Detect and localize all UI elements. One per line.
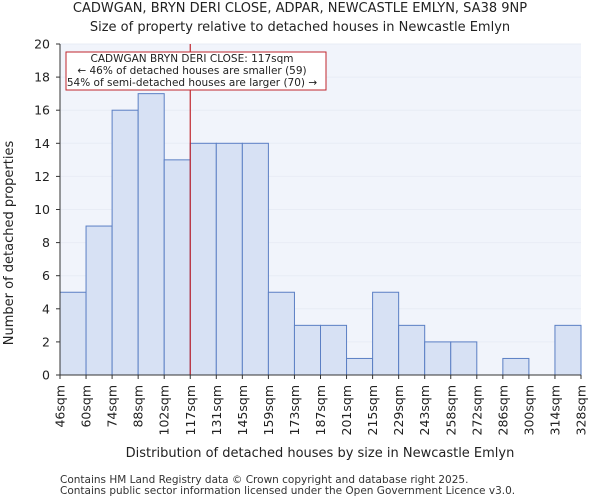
y-tick-label: 2 bbox=[42, 334, 50, 349]
x-tick-label: 286sqm bbox=[495, 385, 510, 435]
y-tick-label: 16 bbox=[34, 103, 50, 118]
y-axis-ticks: 0 2 4 6 8 10 12 14 16 18 20 bbox=[34, 37, 60, 383]
bar-314sqm bbox=[554, 324, 582, 376]
y-tick-label: 14 bbox=[34, 136, 50, 151]
bar-74sqm bbox=[111, 109, 139, 376]
bar-243sqm bbox=[424, 341, 452, 376]
x-axis-ticks: 46sqm 60sqm 74sqm 88sqm 102sqm 117sqm 131sqm 14… bbox=[53, 375, 589, 435]
bar-88sqm bbox=[137, 93, 165, 376]
x-axis-label: Distribution of detached houses by size … bbox=[126, 446, 515, 461]
x-tick-label: 46sqm bbox=[53, 385, 68, 428]
footer-line-1: Contains HM Land Registry data © Crown c… bbox=[60, 474, 468, 486]
x-tick-label: 88sqm bbox=[131, 385, 146, 428]
footer-line-2: Contains public sector information licen… bbox=[60, 485, 515, 497]
x-tick-label: 328sqm bbox=[574, 385, 589, 435]
bar-117sqm bbox=[189, 142, 217, 376]
bar-215sqm bbox=[372, 291, 400, 376]
annotation-line-2: ← 46% of detached houses are smaller (59… bbox=[77, 65, 306, 77]
x-tick-label: 215sqm bbox=[365, 385, 380, 435]
y-tick-label: 6 bbox=[42, 268, 50, 283]
bar-258sqm bbox=[450, 341, 478, 376]
y-tick-label: 10 bbox=[34, 202, 50, 217]
bar-131sqm bbox=[215, 142, 243, 376]
x-tick-label: 272sqm bbox=[469, 385, 484, 435]
bar-286sqm bbox=[502, 357, 530, 376]
annotation-box: CADWGAN BRYN DERI CLOSE: 117sqm ← 46% of… bbox=[65, 51, 327, 91]
y-tick-label: 8 bbox=[42, 235, 50, 250]
annotation-line-1: CADWGAN BRYN DERI CLOSE: 117sqm bbox=[90, 53, 293, 65]
y-tick-label: 12 bbox=[34, 169, 50, 184]
bars bbox=[59, 93, 582, 376]
x-tick-label: 201sqm bbox=[339, 385, 354, 435]
bar-60sqm bbox=[85, 225, 113, 376]
chart-subtitle: Size of property relative to detached ho… bbox=[90, 20, 510, 35]
x-tick-label: 60sqm bbox=[79, 385, 94, 428]
y-tick-label: 0 bbox=[42, 368, 50, 383]
x-tick-label: 102sqm bbox=[157, 385, 172, 435]
x-tick-label: 159sqm bbox=[261, 385, 276, 435]
x-tick-label: 145sqm bbox=[235, 385, 250, 435]
chart-title: CADWGAN, BRYN DERI CLOSE, ADPAR, NEWCAST… bbox=[73, 1, 527, 16]
bar-187sqm bbox=[320, 324, 348, 376]
x-tick-label: 117sqm bbox=[183, 385, 198, 435]
x-tick-label: 74sqm bbox=[105, 385, 120, 428]
bar-102sqm bbox=[163, 159, 191, 376]
y-tick-label: 4 bbox=[42, 301, 50, 316]
bar-159sqm bbox=[267, 291, 295, 376]
bar-145sqm bbox=[241, 142, 269, 376]
annotation-frame bbox=[65, 51, 327, 91]
bar-229sqm bbox=[398, 324, 426, 376]
x-tick-label: 243sqm bbox=[417, 385, 432, 435]
bar-173sqm bbox=[293, 324, 322, 376]
annotation-line-3: 54% of semi-detached houses are larger (… bbox=[67, 77, 318, 89]
bar-46sqm bbox=[59, 291, 87, 376]
y-axis-label: Number of detached properties bbox=[2, 141, 17, 346]
y-tick-label: 20 bbox=[34, 37, 50, 52]
x-tick-label: 258sqm bbox=[443, 385, 458, 435]
x-tick-label: 187sqm bbox=[313, 385, 328, 435]
bar-201sqm bbox=[346, 357, 374, 376]
x-tick-label: 314sqm bbox=[547, 385, 562, 435]
x-tick-label: 229sqm bbox=[391, 385, 406, 435]
y-tick-label: 18 bbox=[34, 70, 50, 85]
x-tick-label: 173sqm bbox=[287, 385, 302, 435]
x-tick-label: 300sqm bbox=[521, 385, 536, 435]
x-tick-label: 131sqm bbox=[209, 385, 224, 435]
